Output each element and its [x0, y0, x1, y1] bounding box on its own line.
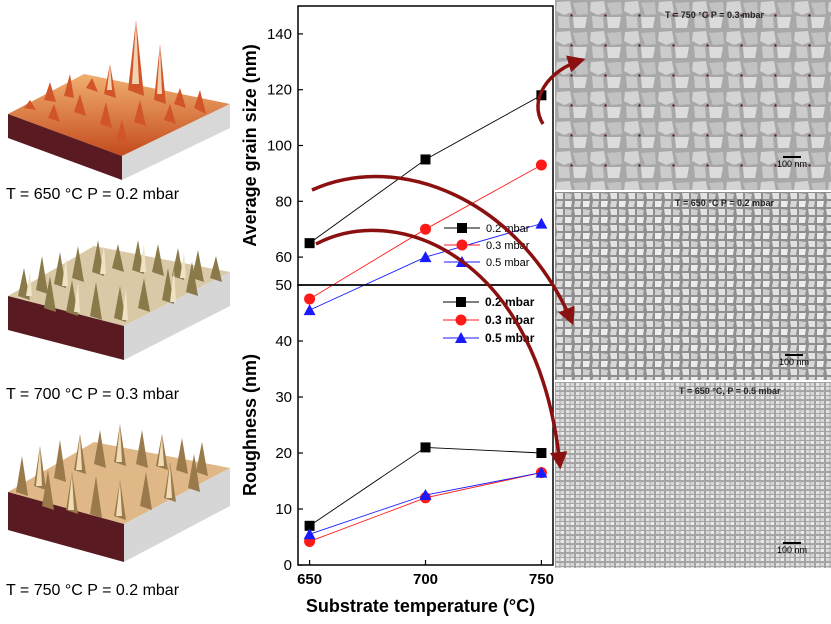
legend-marker-grain-0 — [457, 223, 467, 233]
scale-label: 100 nm — [779, 357, 810, 367]
data-point-grain-2-2 — [535, 217, 548, 229]
data-point-grain-1-0 — [304, 293, 316, 305]
sem-caption-2: T = 650 °C P = 0.2 mbar — [675, 198, 774, 208]
sem-image-650c-0.2mbar: T = 650 °C P = 0.2 mbar 100 nm — [555, 192, 831, 380]
y-tick-label-rough: 40 — [275, 333, 292, 350]
legend-marker-rough-1 — [455, 314, 467, 326]
sem-caption-3: T = 650 °C, P = 0.5 mbar — [679, 386, 781, 396]
y-tick-label-rough: 30 — [275, 389, 292, 406]
legend-marker-rough-2 — [455, 332, 467, 343]
series-line-grain-1 — [309, 164, 542, 300]
y-tick-label-grain: 140 — [267, 26, 292, 43]
series-line-grain-2 — [309, 223, 542, 311]
x-axis-label: Substrate temperature (°C) — [306, 596, 535, 616]
legend-marker-grain-2 — [456, 256, 468, 267]
sem-scale-bar-3: 100 nm — [777, 542, 807, 555]
legend-label-grain-2: 0.5 mbar — [486, 257, 530, 269]
legend-label-rough-2: 0.5 mbar — [485, 331, 535, 345]
y-tick-label-grain: 80 — [275, 193, 292, 210]
sem-image-750c-0.3mbar: T = 750 °C P = 0.3 mbar 100 nm — [555, 0, 831, 190]
data-point-rough-0-0 — [304, 520, 315, 531]
y-tick-label-grain: 100 — [267, 138, 292, 155]
series-line-rough-1 — [309, 472, 542, 542]
y-axis-label-grain: Average grain size (nm) — [240, 44, 260, 246]
data-point-grain-0-0 — [304, 238, 315, 249]
data-point-grain-2-1 — [419, 251, 432, 263]
data-point-rough-1-2 — [535, 467, 547, 479]
arrow-to-sem-650c-0.5 — [315, 228, 568, 470]
y-tick-label-grain: 50 — [275, 277, 292, 294]
data-point-grain-1-1 — [420, 223, 431, 235]
afm-image-750c-0.2mbar — [8, 424, 230, 562]
afm-caption-2: T = 700 °C P = 0.3 mbar — [6, 386, 180, 403]
legend-label-grain-0: 0.2 mbar — [486, 223, 530, 235]
y-axis-label-rough: Roughness (nm) — [240, 354, 260, 496]
series-line-grain-0 — [309, 94, 542, 244]
y-tick-label-rough: 0 — [284, 557, 292, 574]
legend-marker-grain-1 — [456, 239, 468, 251]
afm-caption-3: T = 750 °C P = 0.2 mbar — [6, 582, 180, 599]
data-point-rough-2-0 — [303, 528, 316, 540]
x-tick-label: 750 — [529, 571, 554, 588]
data-point-rough-0-1 — [420, 442, 431, 453]
legend-label-grain-1: 0.3 mbar — [486, 240, 530, 252]
scale-label: 100 nm — [777, 159, 808, 169]
plot-frame-rough — [297, 284, 554, 566]
x-tick-label: 650 — [297, 571, 322, 588]
legend-label-rough-1: 0.3 mbar — [485, 313, 535, 327]
y-tick-label-grain: 60 — [275, 249, 292, 266]
sem-scale-bar-2: 100 nm — [779, 354, 809, 367]
data-point-rough-2-1 — [419, 489, 432, 500]
data-point-rough-1-0 — [304, 535, 316, 547]
data-point-grain-2-0 — [303, 304, 316, 316]
data-point-grain-0-2 — [536, 90, 547, 101]
data-point-rough-1-1 — [420, 492, 431, 504]
legend-marker-rough-0 — [456, 297, 466, 307]
x-tick-label: 700 — [413, 571, 438, 588]
scale-label: 100 nm — [777, 545, 808, 555]
series-line-rough-0 — [309, 446, 542, 527]
series-line-rough-2 — [309, 472, 542, 535]
afm-image-650c-0.2mbar — [8, 20, 230, 180]
legend-label-rough-0: 0.2 mbar — [485, 295, 535, 309]
sem-caption-1: T = 750 °C P = 0.3 mbar — [665, 10, 764, 20]
plot-frame-grain — [297, 5, 554, 286]
data-point-grain-0-1 — [420, 154, 431, 165]
afm-image-700c-0.3mbar — [8, 240, 230, 360]
data-point-rough-0-2 — [536, 448, 547, 458]
y-tick-label-rough: 10 — [275, 501, 292, 518]
arrow-to-sem-650c-0.2 — [311, 174, 575, 326]
y-tick-label-rough: 20 — [275, 445, 292, 462]
afm-caption-1: T = 650 °C P = 0.2 mbar — [6, 186, 180, 203]
data-point-grain-1-2 — [535, 159, 547, 171]
data-point-rough-2-2 — [535, 466, 548, 478]
sem-image-650c-0.5mbar: T = 650 °C, P = 0.5 mbar 100 nm — [555, 382, 831, 568]
sem-scale-bar-1: 100 nm — [777, 156, 807, 169]
y-tick-label-grain: 120 — [267, 82, 292, 99]
